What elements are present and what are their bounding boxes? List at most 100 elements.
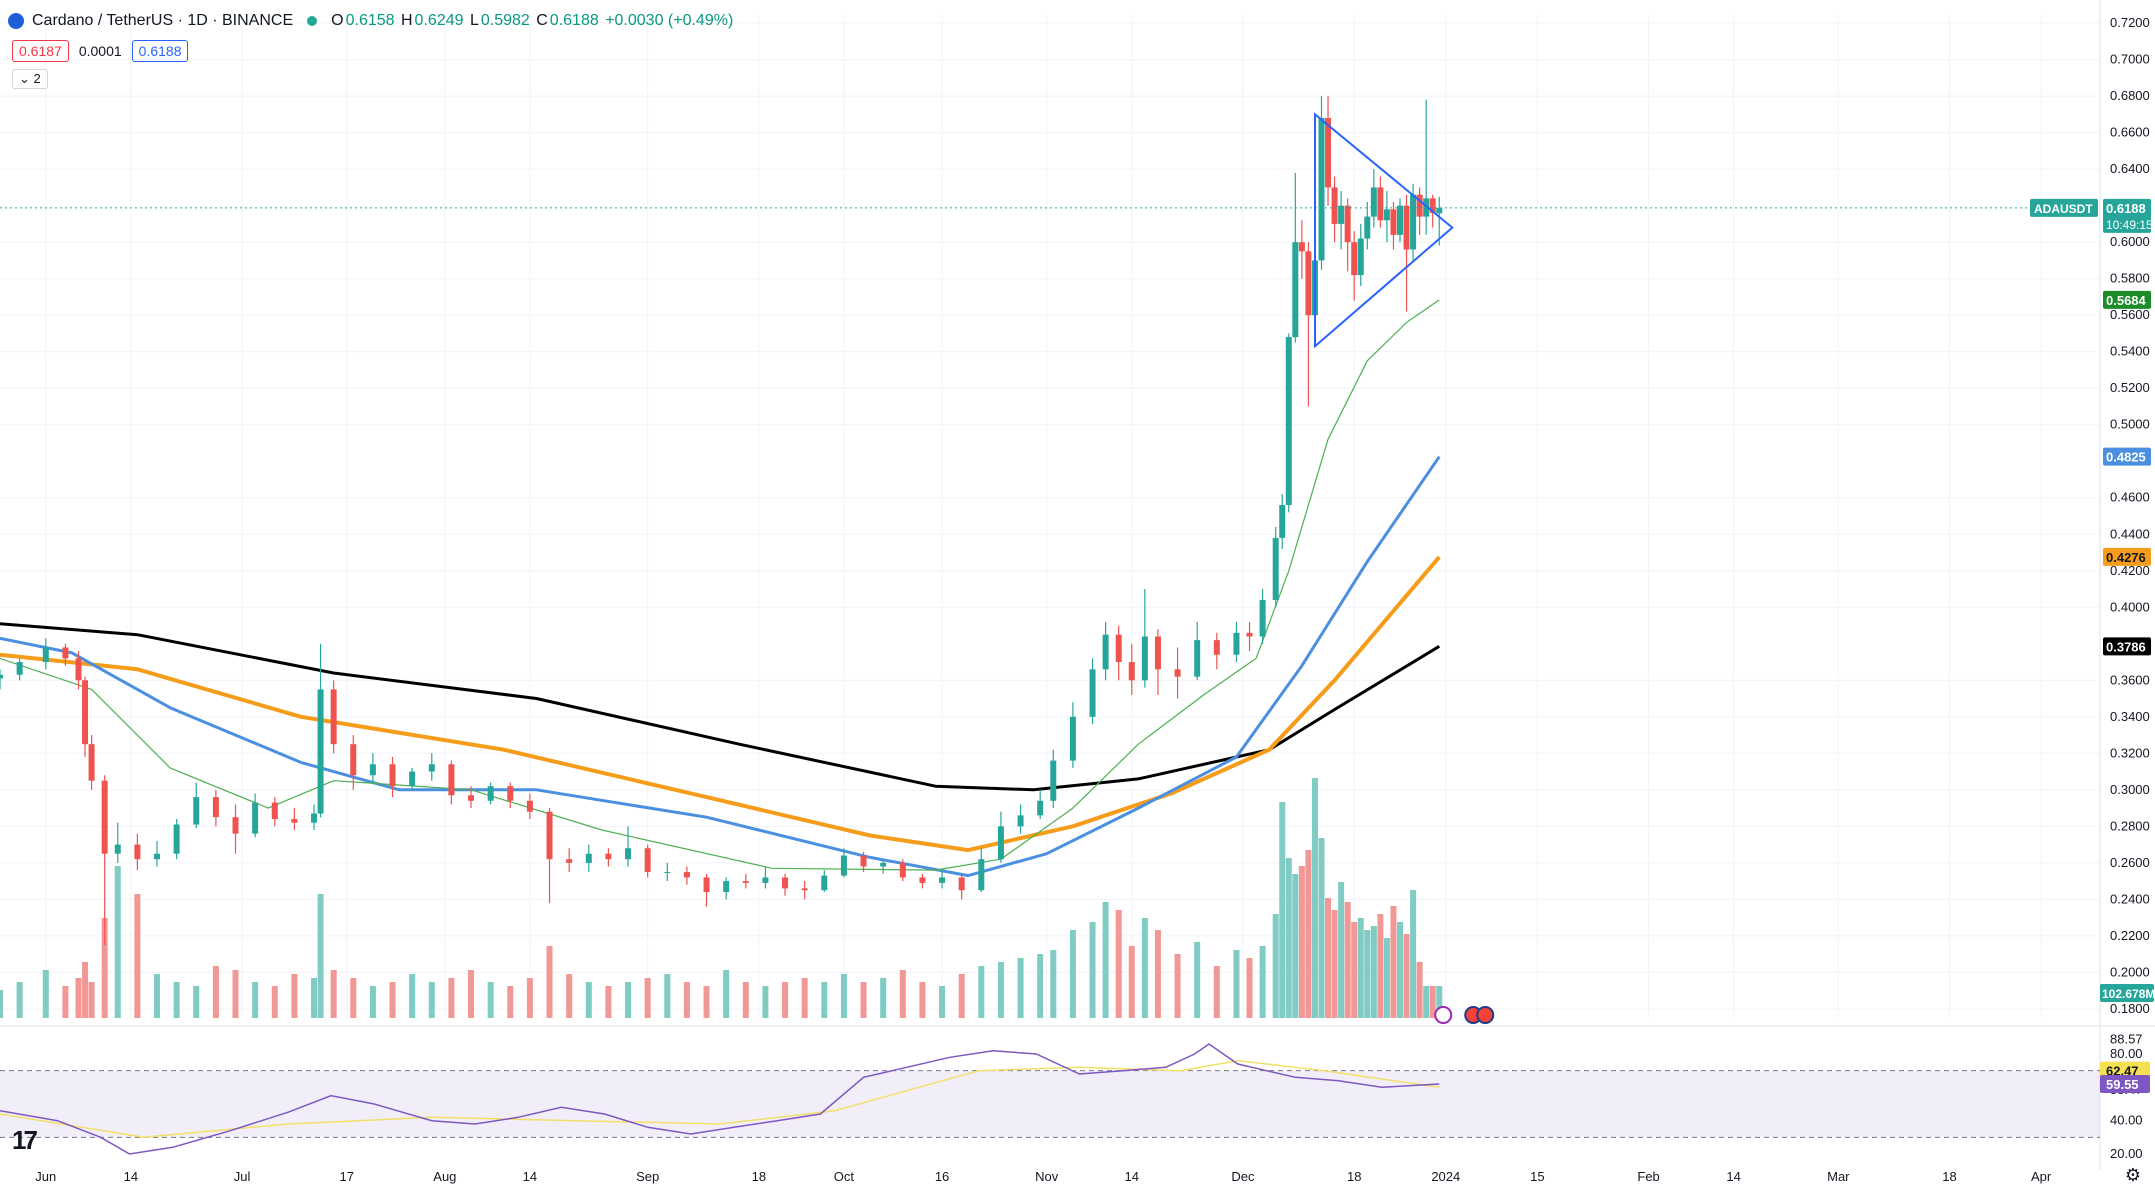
tradingview-logo-icon[interactable]: 17 [12,1125,38,1155]
volume-bar [625,982,632,1018]
candle-body [1246,632,1253,637]
y-tick-label: 0.3600 [2110,672,2150,687]
volume-bar [742,982,749,1018]
candle-body [428,764,435,772]
candle-body [468,795,475,801]
volume-bar [271,986,278,1018]
symbol-title[interactable]: Cardano / TetherUS · 1D · BINANCE [32,12,294,29]
candle-body [880,862,887,867]
candle-body [1128,662,1135,681]
candle-body [566,859,573,863]
candle-body [1089,669,1096,717]
candle-body [1017,815,1024,827]
gear-icon[interactable]: ⚙ [2124,1165,2141,1185]
candle-body [88,744,95,781]
x-tick-label: 18 [1347,1169,1361,1184]
y-tick-label: 0.6000 [2110,234,2150,249]
candle-body [271,802,278,820]
x-tick-label: 14 [124,1169,138,1184]
volume-bar [664,974,671,1018]
volume-bar [507,986,514,1018]
candle-body [1338,205,1345,224]
candle-body [101,780,108,854]
indicators-count: 2 [33,71,41,86]
y-tick-label: 0.7000 [2110,52,2150,67]
ema50-price-tag: 0.4825 [2106,450,2146,465]
y-tick-label: 0.3200 [2110,745,2150,760]
x-tick-label: 18 [1942,1169,1956,1184]
candle-body [0,674,3,679]
volume-bar [1246,958,1253,1018]
candle-body [1436,207,1443,214]
volume-bar [1436,986,1443,1018]
volume-bar [1338,882,1345,1018]
volume-bar [1344,902,1351,1018]
volume-bar [317,894,324,1018]
candle-body [683,871,690,878]
volume-bar [173,982,180,1018]
volume-bar [82,962,89,1018]
ema100-price-tag-bg [2103,547,2151,566]
volume-bar [0,990,3,1018]
symbol-tag: ADAUSDT [2034,202,2093,216]
candle-body [840,855,847,876]
volume-bar [1279,802,1286,1018]
volume-bar [369,986,376,1018]
last-price-tag: 0.6188 [2106,201,2146,216]
y-tick-label: 0.2600 [2110,855,2150,870]
event-icon [1434,1006,1453,1024]
volume-bar [1050,950,1057,1018]
sell-button[interactable]: 0.6187 [12,40,69,62]
candle-body [978,859,985,891]
high-value: 0.6249 [414,12,464,29]
candle-body [62,647,69,659]
x-tick-label: 17 [339,1169,353,1184]
ema20-price-tag: 0.5684 [2106,293,2147,308]
volume-bar [683,982,690,1018]
buy-button[interactable]: 0.6188 [131,40,189,62]
volume-bar [88,982,95,1018]
candle-body [1174,669,1181,677]
volume-bar [409,974,416,1018]
ema50-price-tag-bg [2103,447,2151,466]
volume-bar [75,978,82,1018]
volume-bar [252,982,259,1018]
volume-bar [1141,918,1148,1018]
volume-bar [1390,906,1397,1018]
volume-bar [1259,946,1266,1018]
y-tick-label: 0.6600 [2110,125,2150,140]
candle-body [134,844,141,860]
volume-bar [1069,930,1076,1018]
y-tick-label: 0.2400 [2110,891,2150,906]
volume-bar [1102,902,1109,1018]
x-tick-label: Dec [1231,1169,1255,1184]
volume-bar [1403,934,1410,1018]
volume-bar [1416,962,1423,1018]
volume-bar [801,978,808,1018]
candle-body [1305,251,1312,316]
chart-legend: Cardano / TetherUS · 1D · BINANCE O 0.615… [8,12,735,30]
x-tick-label: Sep [636,1169,659,1184]
volume-bar [939,986,946,1018]
volume-bar [311,978,318,1018]
candle-body [317,689,324,814]
market-status-icon [307,16,318,26]
volume-bar [919,982,926,1018]
candle-body [1285,337,1292,506]
candle-body [389,764,396,787]
volume-bar [1377,914,1384,1018]
us-event-icon [1476,1006,1495,1024]
candle-body [1357,238,1364,276]
ema50-line [0,455,1441,878]
volume-bar [1357,918,1364,1018]
volume-bar [101,918,108,1018]
candle-body [1069,716,1076,761]
volume-bar [723,970,730,1018]
candle-body [1344,205,1351,243]
volume-bar [1325,898,1332,1018]
volume-bar [644,978,651,1018]
indicators-toggle[interactable]: ⌄ 2 [12,69,48,89]
candle-body [1259,599,1266,637]
change-value: +0.0030 (+0.49%) [605,12,734,29]
